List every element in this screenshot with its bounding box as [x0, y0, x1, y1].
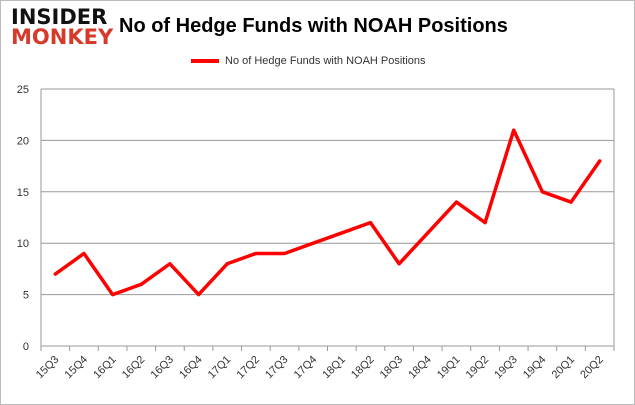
- x-tick-label: 16Q4: [177, 354, 205, 382]
- x-tick-label: 18Q4: [406, 354, 434, 382]
- x-tick-label: 19Q1: [435, 354, 463, 382]
- series-line: [53, 128, 602, 297]
- data-point: [82, 251, 86, 255]
- data-point: [454, 200, 458, 204]
- y-tick-label: 5: [23, 290, 29, 302]
- x-tick-label: 17Q4: [292, 354, 320, 382]
- legend: No of Hedge Funds with NOAH Positions: [191, 55, 426, 67]
- x-tick-label: 17Q2: [234, 354, 262, 382]
- data-point: [512, 128, 516, 132]
- x-tick-label: 15Q3: [34, 354, 62, 382]
- data-point: [254, 251, 258, 255]
- insider-monkey-logo: INSIDER MONKEY: [11, 5, 114, 49]
- y-tick-label: 15: [17, 187, 29, 199]
- x-tick-label: 18Q1: [320, 354, 348, 382]
- x-tick-label: 20Q1: [550, 354, 578, 382]
- data-point: [397, 262, 401, 266]
- x-tick-label: 18Q2: [349, 354, 377, 382]
- x-tick-label: 18Q3: [378, 354, 406, 382]
- data-point: [598, 159, 602, 163]
- legend-swatch: [191, 59, 219, 63]
- data-point: [111, 293, 115, 297]
- x-tick-label: 16Q2: [120, 354, 148, 382]
- x-tick-label: 16Q1: [91, 354, 119, 382]
- data-point: [168, 262, 172, 266]
- x-tick-label: 15Q4: [63, 354, 91, 382]
- x-tick-label: 19Q3: [492, 354, 520, 382]
- x-tick-label: 17Q1: [206, 354, 234, 382]
- legend-label: No of Hedge Funds with NOAH Positions: [225, 55, 426, 67]
- data-point: [283, 251, 287, 255]
- chart-title: No of Hedge Funds with NOAH Positions: [119, 15, 508, 37]
- x-tick-label: 17Q3: [263, 354, 291, 382]
- data-point: [139, 282, 143, 286]
- x-tick-label: 19Q4: [521, 354, 549, 382]
- data-point: [426, 231, 430, 235]
- data-point: [225, 262, 229, 266]
- y-tick-label: 20: [17, 135, 29, 147]
- data-point: [483, 221, 487, 225]
- data-point: [197, 293, 201, 297]
- data-point: [53, 272, 57, 276]
- data-point: [569, 200, 573, 204]
- logo-line1: INSIDER: [11, 5, 108, 29]
- x-tick-label: 16Q3: [149, 354, 177, 382]
- y-tick-label: 10: [17, 238, 29, 250]
- y-tick-label: 0: [23, 341, 29, 353]
- x-tick-label: 19Q2: [464, 354, 492, 382]
- data-point: [540, 190, 544, 194]
- data-point: [340, 231, 344, 235]
- logo-line2: MONKEY: [11, 25, 114, 49]
- x-tick-label: 20Q2: [578, 354, 606, 382]
- data-point: [368, 221, 372, 225]
- y-tick-label: 25: [17, 84, 29, 96]
- data-point: [311, 241, 315, 245]
